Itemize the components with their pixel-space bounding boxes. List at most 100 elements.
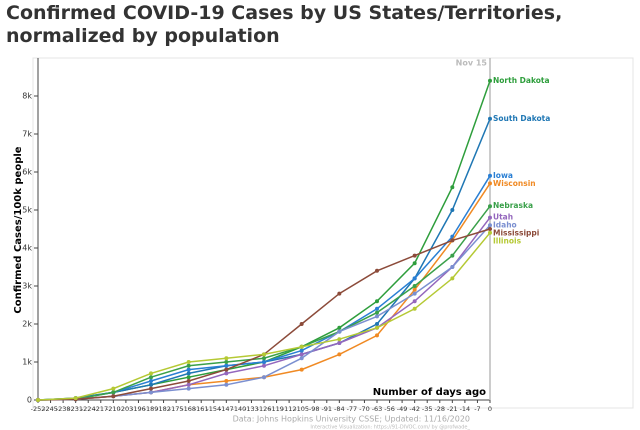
data-point xyxy=(186,375,191,380)
data-point xyxy=(412,276,417,281)
series-line xyxy=(37,224,491,401)
data-point xyxy=(375,268,379,273)
data-point xyxy=(299,352,304,357)
data-point xyxy=(186,367,191,372)
data-point xyxy=(450,276,455,281)
y-tick-label: 6k xyxy=(22,168,32,177)
data-point xyxy=(488,204,492,209)
legend-label: Illinois xyxy=(493,237,522,246)
data-point xyxy=(488,173,492,178)
data-point xyxy=(412,306,417,311)
data-point xyxy=(262,360,266,364)
data-point xyxy=(450,208,455,212)
series-line xyxy=(37,232,491,401)
x-tick-label: -21 xyxy=(447,405,458,413)
x-tick-label: 0 xyxy=(488,405,492,413)
legend-label: Idaho xyxy=(493,221,517,230)
series-line xyxy=(37,80,491,401)
data-point xyxy=(450,238,455,243)
x-tick-label: -7 xyxy=(474,405,480,413)
data-point xyxy=(186,382,191,387)
data-point xyxy=(262,356,266,361)
x-tick-label: -28 xyxy=(434,405,445,413)
data-point xyxy=(262,375,266,380)
x-axis-title: Number of days ago xyxy=(373,387,486,398)
date-marker-label: Nov 15 xyxy=(456,59,488,68)
data-point xyxy=(412,261,417,266)
x-tick-label: -84 xyxy=(334,405,345,413)
data-point xyxy=(337,291,342,296)
legend-label: Utah xyxy=(493,213,513,222)
data-point xyxy=(299,344,304,349)
y-tick-label: 5k xyxy=(22,206,32,215)
x-tick-label: -182 xyxy=(156,405,171,413)
legend-label: North Dakota xyxy=(493,76,550,85)
data-point xyxy=(412,287,417,292)
x-tick-label: -112 xyxy=(282,405,297,413)
data-point xyxy=(412,299,417,304)
y-tick-label: 8k xyxy=(22,92,32,101)
x-tick-label: -133 xyxy=(244,405,259,413)
data-point xyxy=(337,352,342,357)
chart-title: Confirmed COVID-19 Cases by US States/Te… xyxy=(6,2,563,47)
x-tick-label: -203 xyxy=(119,405,134,413)
x-tick-label: -49 xyxy=(397,405,408,413)
x-tick-label: -154 xyxy=(206,405,221,413)
data-point xyxy=(337,337,342,342)
data-point xyxy=(375,310,379,315)
source-note: Data: Johns Hopkins University CSSE; Upd… xyxy=(233,415,470,424)
x-tick-label: -140 xyxy=(232,405,247,413)
x-tick-label: -210 xyxy=(106,405,121,413)
x-tick-label: -56 xyxy=(384,405,395,413)
data-point xyxy=(337,341,342,345)
data-point xyxy=(149,386,153,391)
data-point xyxy=(375,322,379,326)
data-point xyxy=(224,356,229,361)
data-point xyxy=(186,386,191,391)
credit-note: Interactive Visualization: https://91-DI… xyxy=(310,425,470,430)
x-tick-label: -161 xyxy=(194,405,209,413)
x-tick-label: -217 xyxy=(93,405,108,413)
data-point xyxy=(224,367,229,372)
legend-label: Mississippi xyxy=(493,229,539,238)
data-point xyxy=(149,390,153,395)
data-point xyxy=(337,329,342,334)
x-tick-label: -252 xyxy=(31,405,46,413)
x-tick-label: -105 xyxy=(294,405,309,413)
data-point xyxy=(375,325,379,330)
data-point xyxy=(450,265,455,269)
data-point xyxy=(262,363,266,368)
x-tick-label: -126 xyxy=(257,405,272,413)
series-line xyxy=(37,217,491,401)
y-tick-label: 7k xyxy=(22,130,32,139)
data-point xyxy=(111,394,116,399)
x-tick-label: -119 xyxy=(269,405,284,413)
y-tick-label: 4k xyxy=(22,244,32,253)
x-tick-label: -238 xyxy=(56,405,71,413)
x-tick-label: -42 xyxy=(409,405,420,413)
x-tick-label: -196 xyxy=(131,405,146,413)
data-point xyxy=(262,352,266,357)
data-point xyxy=(111,386,116,391)
data-point xyxy=(412,284,417,288)
data-point xyxy=(224,371,229,376)
y-tick-label: 1k xyxy=(22,358,32,367)
y-axis-title: Confirmed Cases/100k people xyxy=(13,146,24,313)
data-point xyxy=(412,253,417,258)
data-point xyxy=(186,360,191,364)
legend-label: South Dakota xyxy=(493,114,550,123)
data-point xyxy=(488,215,492,220)
x-tick-label: -231 xyxy=(68,405,83,413)
data-point xyxy=(488,223,492,228)
legend-label: Nebraska xyxy=(493,201,533,210)
data-point xyxy=(450,185,455,190)
data-point xyxy=(149,379,153,383)
y-tick-label: 2k xyxy=(22,320,32,329)
data-point xyxy=(224,360,229,364)
x-tick-label: -189 xyxy=(144,405,159,413)
legend-label: Wisconsin xyxy=(493,179,536,188)
x-tick-label: -77 xyxy=(347,405,358,413)
data-point xyxy=(375,299,379,304)
data-point xyxy=(111,390,116,395)
data-point xyxy=(375,333,379,338)
